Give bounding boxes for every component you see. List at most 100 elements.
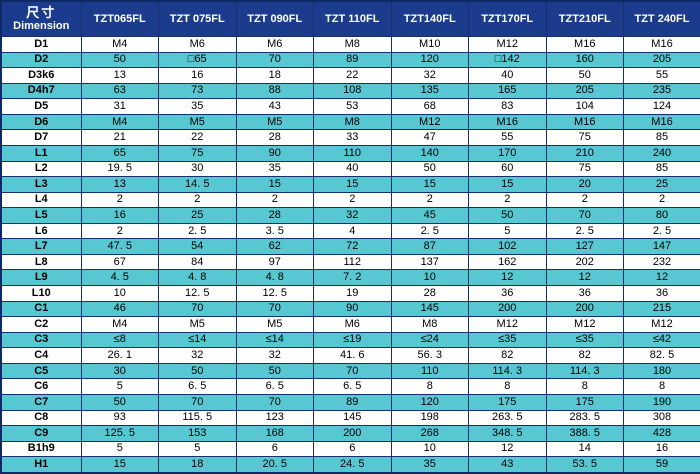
dimension-value-cell: 2. 5 [545, 222, 624, 240]
dimension-value-cell: 428 [623, 425, 700, 442]
dimension-value-cell: 70 [235, 393, 314, 411]
dimension-value-cell: 2 [235, 191, 314, 209]
dimension-value-cell: 24. 5 [313, 456, 392, 474]
table-row: D1 M4 M6 M6 M8 M10 M12 M16 M16 [0, 36, 700, 53]
dimension-value-cell: 268 [390, 425, 469, 442]
dimension-value-cell: 215 [623, 300, 700, 318]
dimension-value-cell: 4. 5 [80, 269, 159, 286]
row-label: L2 [0, 160, 82, 178]
dimension-value-cell: M16 [545, 113, 624, 131]
dimension-value-cell: M6 [235, 36, 314, 53]
dimension-value-cell: 36 [623, 285, 700, 302]
dimension-value-cell: 2 [158, 191, 237, 209]
table-row: C1 46 70 70 90 145 200 200 215 [0, 300, 700, 318]
dimension-value-cell: 202 [545, 253, 624, 271]
dimension-value-cell: 25 [158, 207, 237, 224]
column-header: TZT 090FL [235, 0, 314, 37]
dimension-value-cell: 125. 5 [80, 425, 159, 442]
dimension-value-cell: 93 [80, 409, 159, 427]
dimension-value-cell: 50 [390, 160, 469, 178]
dimension-value-cell: M5 [158, 113, 237, 131]
column-header: TZT 075FL [158, 0, 237, 37]
dimension-value-cell: 4. 8 [158, 269, 237, 286]
dimension-value-cell: 75 [158, 144, 237, 162]
dimension-value-cell: 2 [80, 222, 159, 240]
header-row: 尺寸 Dimension TZT065FL TZT 075FL TZT 090FL T… [0, 0, 700, 37]
dimension-value-cell: 200 [468, 300, 547, 318]
dimension-value-cell: 55 [623, 67, 700, 84]
dimension-value-cell: M12 [468, 36, 547, 53]
dimension-value-cell: 180 [623, 362, 700, 380]
dimension-value-cell: 62 [235, 238, 314, 255]
dimension-value-cell: 22 [158, 129, 237, 146]
table-row: D7 21 22 28 33 47 55 75 85 [0, 129, 700, 146]
dimension-value-cell: 120 [390, 51, 469, 69]
dimension-value-cell: 25 [623, 176, 700, 193]
dimension-value-cell: 15 [80, 456, 159, 474]
dimension-value-cell: 2 [313, 191, 392, 209]
row-label: L10 [0, 285, 82, 302]
dimension-value-cell: ≤14 [235, 331, 314, 349]
dimension-value-cell: 68 [390, 98, 469, 115]
dimension-value-cell: 127 [545, 238, 624, 255]
dimension-value-cell: 90 [235, 144, 314, 162]
dimension-value-cell: 108 [313, 82, 392, 100]
row-label: L7 [0, 238, 82, 255]
dimension-value-cell: 200 [545, 300, 624, 318]
dimension-value-cell: 85 [623, 129, 700, 146]
dimension-value-cell: 46 [80, 300, 159, 318]
dimension-value-cell: M5 [158, 316, 237, 333]
dimension-value-cell: 28 [235, 129, 314, 146]
dimension-value-cell: 82 [468, 347, 547, 364]
dimension-value-cell: 28 [235, 207, 314, 224]
dimension-value-cell: 153 [158, 425, 237, 442]
row-label: L4 [0, 191, 82, 209]
table-row: C9 125. 5 153 168 200 268 348. 5 388. 5 428 [0, 425, 700, 442]
dimension-value-cell: 160 [545, 51, 624, 69]
dimension-value-cell: 12 [468, 269, 547, 286]
dimension-value-cell: 7. 2 [313, 269, 392, 286]
dimension-value-cell: 26. 1 [80, 347, 159, 364]
dimension-value-cell: 63 [80, 82, 159, 100]
dimension-value-cell: 6. 5 [235, 378, 314, 395]
dimension-value-cell: 205 [623, 51, 700, 69]
dimension-value-cell: 20 [545, 176, 624, 193]
dimension-value-cell: 4. 8 [235, 269, 314, 286]
dimension-value-cell: 83 [468, 98, 547, 115]
table-row: L6 2 2. 5 3. 5 4 2. 5 5 2. 5 2. 5 [0, 222, 700, 240]
dimension-value-cell: 135 [390, 82, 469, 100]
row-label: D7 [0, 129, 82, 146]
dimension-value-cell: M12 [468, 316, 547, 333]
dimension-value-cell: 137 [390, 253, 469, 271]
dimension-value-cell: 2 [390, 191, 469, 209]
table-row: D4h7 63 73 88 108 135 165 205 235 [0, 82, 700, 100]
dimension-value-cell: 114. 3 [468, 362, 547, 380]
table-row: L5 16 25 28 32 45 50 70 80 [0, 207, 700, 224]
dimension-value-cell: 70 [158, 393, 237, 411]
dimension-value-cell: 50 [468, 207, 547, 224]
dimension-value-cell: 18 [158, 456, 237, 474]
dimension-value-cell: ≤14 [158, 331, 237, 349]
dimension-value-cell: 210 [545, 144, 624, 162]
column-header: TZT210FL [545, 0, 624, 37]
dimension-value-cell: 97 [235, 253, 314, 271]
dimension-value-cell: 104 [545, 98, 624, 115]
row-label: C8 [0, 409, 82, 427]
dimension-value-cell: 35 [158, 98, 237, 115]
dimension-value-cell: 70 [235, 300, 314, 318]
dimension-value-cell: 40 [313, 160, 392, 178]
dimension-value-cell: 55 [468, 129, 547, 146]
column-header: TZT 110FL [313, 0, 392, 37]
dimension-value-cell: M16 [623, 113, 700, 131]
column-header: TZT140FL [390, 0, 469, 37]
dimension-value-cell: 6. 5 [158, 378, 237, 395]
dimension-value-cell: 175 [468, 393, 547, 411]
dimension-value-cell: 5 [80, 440, 159, 458]
dimension-value-cell: 18 [235, 67, 314, 84]
table-row: L1 65 75 90 110 140 170 210 240 [0, 144, 700, 162]
dimension-value-cell: 36 [545, 285, 624, 302]
table-row: L8 67 84 97 112 137 162 202 232 [0, 253, 700, 271]
dimension-value-cell: 3. 5 [235, 222, 314, 240]
dimension-value-cell: 70 [158, 300, 237, 318]
